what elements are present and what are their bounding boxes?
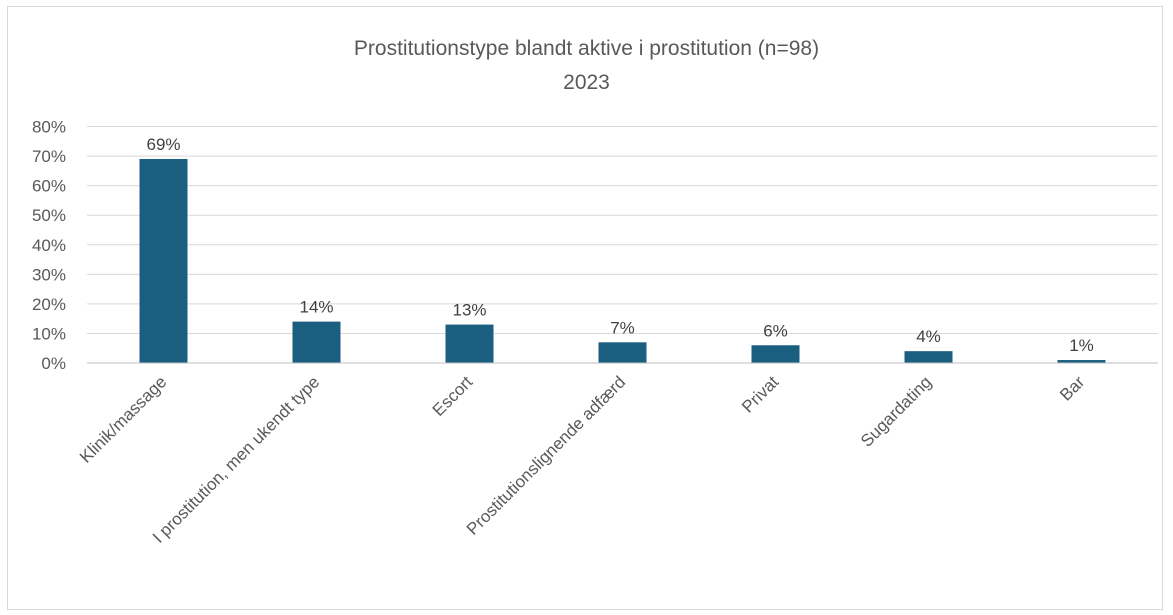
category-label: Klinik/massage bbox=[76, 372, 170, 466]
data-label: 14% bbox=[299, 298, 333, 317]
data-label: 69% bbox=[146, 135, 180, 154]
y-tick-label: 70% bbox=[32, 147, 66, 166]
y-tick-label: 60% bbox=[32, 177, 66, 196]
y-tick-label: 40% bbox=[32, 236, 66, 255]
bar bbox=[1057, 360, 1106, 363]
category-label: Privat bbox=[738, 372, 782, 416]
category-label: I prostitution, men ukendt type bbox=[149, 372, 323, 546]
gridlines bbox=[87, 126, 1158, 334]
chart-frame bbox=[7, 6, 1163, 610]
y-tick-label: 30% bbox=[32, 265, 66, 284]
chart-title: Prostitutionstype blandt aktive i prosti… bbox=[353, 37, 820, 60]
data-label: 7% bbox=[610, 318, 635, 337]
y-tick-label: 10% bbox=[32, 324, 66, 343]
bar bbox=[292, 321, 341, 363]
y-tick-label: 50% bbox=[32, 206, 66, 225]
y-tick-label: 20% bbox=[32, 295, 66, 314]
category-label: Sugardating bbox=[857, 372, 935, 450]
labels: 0% 10% 20% 30% 40% 50% 60% 70% 80% 69% Klinik/mass… bbox=[32, 118, 1094, 547]
data-label: 1% bbox=[1069, 336, 1094, 355]
chart-subtitle: 2023 bbox=[563, 71, 610, 94]
y-tick-label: 0% bbox=[41, 354, 66, 373]
data-label: 4% bbox=[916, 327, 941, 346]
data-label: 6% bbox=[763, 321, 788, 340]
bar bbox=[751, 345, 800, 363]
bar bbox=[139, 159, 188, 363]
bars bbox=[139, 159, 1106, 363]
data-label: 13% bbox=[452, 301, 486, 320]
bar bbox=[445, 324, 494, 363]
category-label: Escort bbox=[429, 372, 477, 420]
category-label: Prostitutionslignende adfærd bbox=[463, 372, 629, 538]
y-tick-label: 80% bbox=[32, 118, 66, 137]
category-label: Bar bbox=[1056, 372, 1088, 404]
bar bbox=[904, 351, 953, 363]
bar bbox=[598, 342, 647, 363]
